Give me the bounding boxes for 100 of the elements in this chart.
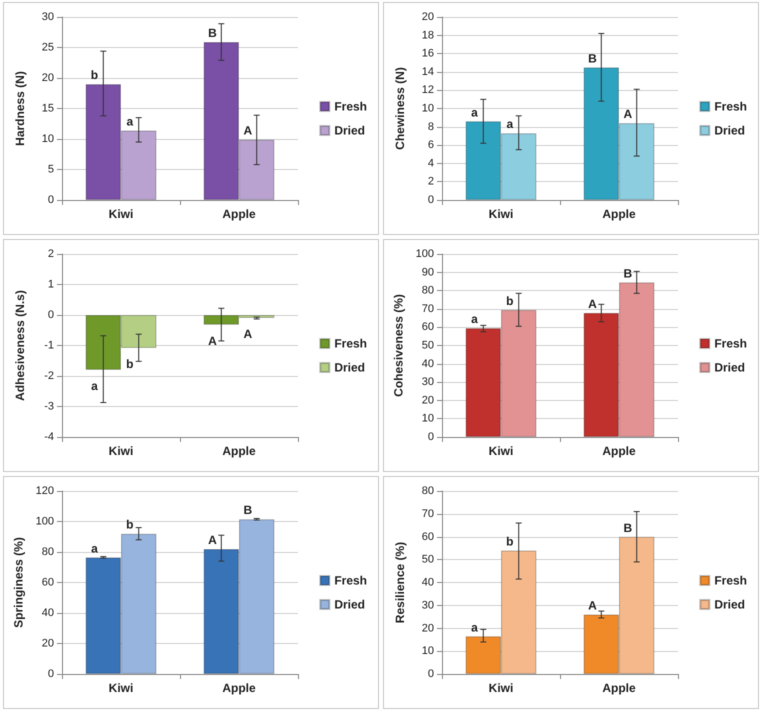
annotation: a xyxy=(471,312,478,326)
annotation: a xyxy=(506,117,514,132)
y-axis-title: Springiness (%) xyxy=(12,537,26,628)
y-tick-label: 2 xyxy=(48,248,54,260)
y-tick-label: 60 xyxy=(42,576,54,588)
y-tick-label: 20 xyxy=(42,638,54,650)
annotation: b xyxy=(90,68,98,82)
y-axis-title: Adhesiveness (N.s) xyxy=(13,290,27,401)
annotation: B xyxy=(244,503,253,518)
legend-label: Dried xyxy=(334,598,366,612)
annotation: b xyxy=(506,294,514,308)
annotation: B xyxy=(624,266,633,280)
annotation: a xyxy=(126,114,134,128)
y-tick-label: 60 xyxy=(422,321,434,334)
y-axis-title: Cohesiveness (%) xyxy=(392,294,406,397)
x-tick-label: Apple xyxy=(222,681,256,695)
y-tick-label: 0 xyxy=(428,431,434,443)
y-tick-label: 40 xyxy=(422,358,434,370)
annotation: b xyxy=(126,356,134,371)
y-tick-label: 40 xyxy=(422,576,434,588)
y-tick-label: 0 xyxy=(48,309,54,321)
annotation: a xyxy=(91,541,98,556)
y-tick-label: -4 xyxy=(44,431,54,443)
annotation: B xyxy=(588,51,598,66)
y-tick-label: 30 xyxy=(42,11,54,23)
y-tick-label: 14 xyxy=(422,66,434,78)
y-tick-label: 60 xyxy=(422,530,434,543)
y-tick-label: 16 xyxy=(422,48,434,60)
x-tick-label: Apple xyxy=(222,207,256,221)
annotation: b xyxy=(506,534,514,548)
y-tick-label: -1 xyxy=(44,340,54,352)
x-tick-label: Apple xyxy=(602,207,636,221)
y-tick-label: 80 xyxy=(42,546,54,558)
y-tick-label: 40 xyxy=(42,607,54,619)
y-tick-label: 0 xyxy=(48,668,54,680)
y-tick-label: 18 xyxy=(422,29,434,42)
x-tick-label: Kiwi xyxy=(488,444,514,458)
y-tick-label: 30 xyxy=(422,376,434,388)
annotation: A xyxy=(244,124,253,138)
legend-label: Dried xyxy=(334,124,366,138)
y-tick-label: 10 xyxy=(422,412,434,425)
y-tick-label: 25 xyxy=(42,42,54,54)
y-tick-label: 80 xyxy=(422,284,434,297)
annotation: B xyxy=(624,520,633,535)
y-tick-label: 2 xyxy=(428,176,434,188)
y-tick-label: -2 xyxy=(44,370,54,382)
y-tick-label: 100 xyxy=(416,248,434,260)
x-tick-label: Apple xyxy=(602,681,636,695)
x-tick-label: Apple xyxy=(222,444,256,458)
annotation: a xyxy=(471,620,478,634)
x-tick-label: Apple xyxy=(602,444,636,458)
y-tick-label: 100 xyxy=(36,516,54,528)
y-tick-label: 20 xyxy=(422,622,434,634)
legend-label: Fresh xyxy=(334,336,368,350)
y-tick-label: 0 xyxy=(428,194,434,206)
y-tick-label: 10 xyxy=(422,645,434,658)
y-tick-label: 70 xyxy=(422,302,434,315)
y-tick-label: 5 xyxy=(48,164,54,176)
legend-label: Fresh xyxy=(714,574,748,588)
legend-label: Dried xyxy=(714,124,746,138)
y-tick-label: 0 xyxy=(48,194,54,206)
annotation: A xyxy=(588,598,598,613)
legend-label: Fresh xyxy=(714,336,748,350)
legend-label: Dried xyxy=(714,598,746,612)
legend-label: Dried xyxy=(714,360,746,374)
annotation: A xyxy=(624,107,633,122)
y-axis-title: Resilience (%) xyxy=(393,542,407,624)
annotation: B xyxy=(208,26,218,40)
y-tick-label: 15 xyxy=(42,102,54,114)
y-tick-label: 50 xyxy=(422,554,434,566)
y-tick-label: 20 xyxy=(422,11,434,23)
y-tick-label: 0 xyxy=(428,668,434,680)
y-tick-label: 90 xyxy=(422,266,434,278)
annotation: A xyxy=(208,532,218,547)
y-axis-title: Chewiness (N) xyxy=(393,67,407,150)
y-tick-label: 50 xyxy=(422,340,434,352)
legend-label: Fresh xyxy=(714,100,748,114)
y-tick-label: 10 xyxy=(42,133,54,145)
legend-label: Dried xyxy=(334,360,366,374)
x-tick-label: Kiwi xyxy=(108,444,134,458)
y-tick-label: 12 xyxy=(422,84,434,96)
y-tick-label: 20 xyxy=(42,72,54,84)
y-axis-title: Hardness (N) xyxy=(13,71,27,146)
annotation: a xyxy=(471,105,478,120)
x-tick-label: Kiwi xyxy=(108,207,134,221)
y-tick-label: 120 xyxy=(36,485,54,497)
y-tick-label: 20 xyxy=(422,394,434,406)
y-tick-label: 6 xyxy=(428,139,434,152)
y-tick-label: 8 xyxy=(428,120,434,133)
y-tick-label: 1 xyxy=(48,278,54,290)
annotation: b xyxy=(126,518,134,532)
legend-label: Fresh xyxy=(334,574,368,588)
y-tick-label: 30 xyxy=(422,599,434,612)
y-tick-label: 80 xyxy=(422,485,434,497)
x-tick-label: Kiwi xyxy=(488,681,514,695)
y-tick-label: 70 xyxy=(422,508,434,520)
y-tick-label: 4 xyxy=(428,157,434,170)
legend-label: Fresh xyxy=(334,100,368,114)
annotation: A xyxy=(588,296,598,311)
y-tick-label: -3 xyxy=(44,400,54,412)
